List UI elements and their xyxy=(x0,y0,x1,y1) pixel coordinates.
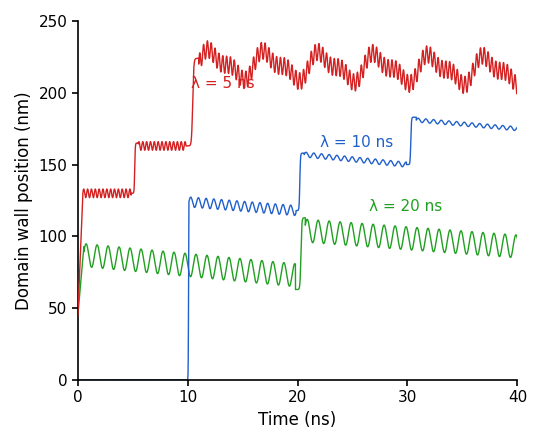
Text: λ = 20 ns: λ = 20 ns xyxy=(369,198,442,214)
Text: λ = 10 ns: λ = 10 ns xyxy=(320,135,393,151)
Y-axis label: Domain wall position (nm): Domain wall position (nm) xyxy=(15,91,33,310)
X-axis label: Time (ns): Time (ns) xyxy=(259,411,337,429)
Text: λ = 5 ns: λ = 5 ns xyxy=(191,76,255,91)
